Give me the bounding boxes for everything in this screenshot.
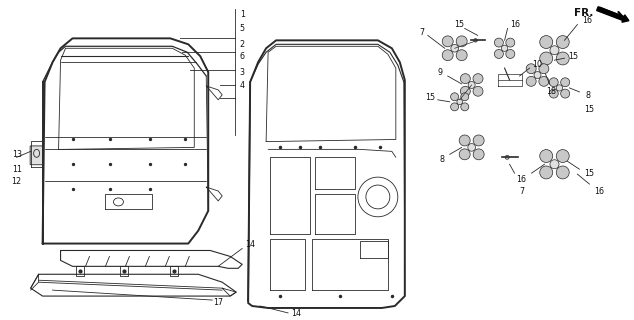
Circle shape bbox=[549, 78, 559, 87]
Circle shape bbox=[460, 74, 470, 84]
Circle shape bbox=[550, 160, 559, 169]
Text: 16: 16 bbox=[583, 16, 592, 25]
Text: 7: 7 bbox=[519, 187, 524, 196]
Text: 15: 15 bbox=[455, 20, 465, 29]
Text: 9: 9 bbox=[437, 68, 443, 76]
Circle shape bbox=[443, 50, 453, 61]
Text: 4: 4 bbox=[240, 81, 245, 91]
Text: 13: 13 bbox=[11, 150, 22, 159]
Circle shape bbox=[495, 38, 503, 47]
Text: 15: 15 bbox=[568, 52, 578, 61]
Text: 6: 6 bbox=[240, 52, 245, 61]
Circle shape bbox=[539, 64, 549, 74]
Circle shape bbox=[459, 149, 470, 160]
Text: 8: 8 bbox=[586, 91, 593, 100]
Circle shape bbox=[540, 52, 553, 65]
Text: 1: 1 bbox=[240, 10, 245, 19]
Text: 12: 12 bbox=[11, 177, 22, 186]
Text: 5: 5 bbox=[240, 24, 245, 33]
Circle shape bbox=[473, 135, 484, 146]
Circle shape bbox=[501, 45, 508, 52]
Circle shape bbox=[443, 36, 453, 47]
Circle shape bbox=[556, 36, 569, 49]
FancyArrow shape bbox=[597, 7, 629, 22]
Circle shape bbox=[556, 85, 562, 91]
Circle shape bbox=[560, 89, 570, 98]
Circle shape bbox=[473, 74, 483, 84]
Text: 17: 17 bbox=[213, 298, 223, 307]
Circle shape bbox=[473, 149, 484, 160]
Circle shape bbox=[451, 103, 458, 111]
Circle shape bbox=[539, 76, 549, 86]
Circle shape bbox=[474, 39, 477, 42]
Text: 7: 7 bbox=[419, 28, 424, 37]
Circle shape bbox=[456, 50, 467, 61]
Circle shape bbox=[468, 144, 476, 151]
Circle shape bbox=[456, 36, 467, 47]
Text: 16: 16 bbox=[510, 20, 521, 29]
Circle shape bbox=[506, 50, 515, 59]
Text: FR.: FR. bbox=[574, 8, 594, 18]
Text: 16: 16 bbox=[517, 175, 527, 184]
Text: 16: 16 bbox=[595, 187, 604, 196]
Text: 15: 15 bbox=[585, 105, 595, 114]
Circle shape bbox=[540, 36, 553, 49]
Circle shape bbox=[495, 50, 503, 59]
Text: 14: 14 bbox=[245, 240, 255, 249]
Circle shape bbox=[451, 93, 458, 101]
Text: 8: 8 bbox=[439, 155, 444, 164]
Circle shape bbox=[451, 44, 458, 52]
FancyBboxPatch shape bbox=[30, 146, 43, 165]
Text: 2: 2 bbox=[240, 40, 245, 49]
Circle shape bbox=[556, 150, 569, 163]
Circle shape bbox=[506, 38, 515, 47]
Circle shape bbox=[556, 52, 569, 65]
Circle shape bbox=[540, 150, 553, 163]
Circle shape bbox=[526, 64, 536, 74]
Text: 10: 10 bbox=[533, 60, 543, 68]
Text: 11: 11 bbox=[11, 165, 22, 174]
Circle shape bbox=[460, 86, 470, 96]
Circle shape bbox=[556, 166, 569, 179]
Circle shape bbox=[540, 166, 553, 179]
Circle shape bbox=[461, 103, 469, 111]
Text: 18: 18 bbox=[547, 87, 557, 96]
Circle shape bbox=[550, 46, 559, 55]
Circle shape bbox=[505, 155, 509, 159]
Circle shape bbox=[560, 78, 570, 87]
Text: 3: 3 bbox=[240, 68, 245, 76]
Circle shape bbox=[473, 86, 483, 96]
Text: 15: 15 bbox=[425, 93, 435, 102]
Circle shape bbox=[549, 89, 559, 98]
Text: 15: 15 bbox=[585, 169, 595, 178]
Circle shape bbox=[457, 99, 462, 105]
Text: 14: 14 bbox=[291, 309, 301, 318]
Circle shape bbox=[526, 76, 536, 86]
Circle shape bbox=[468, 82, 475, 88]
Circle shape bbox=[459, 135, 470, 146]
Circle shape bbox=[534, 72, 541, 78]
Circle shape bbox=[461, 93, 469, 101]
